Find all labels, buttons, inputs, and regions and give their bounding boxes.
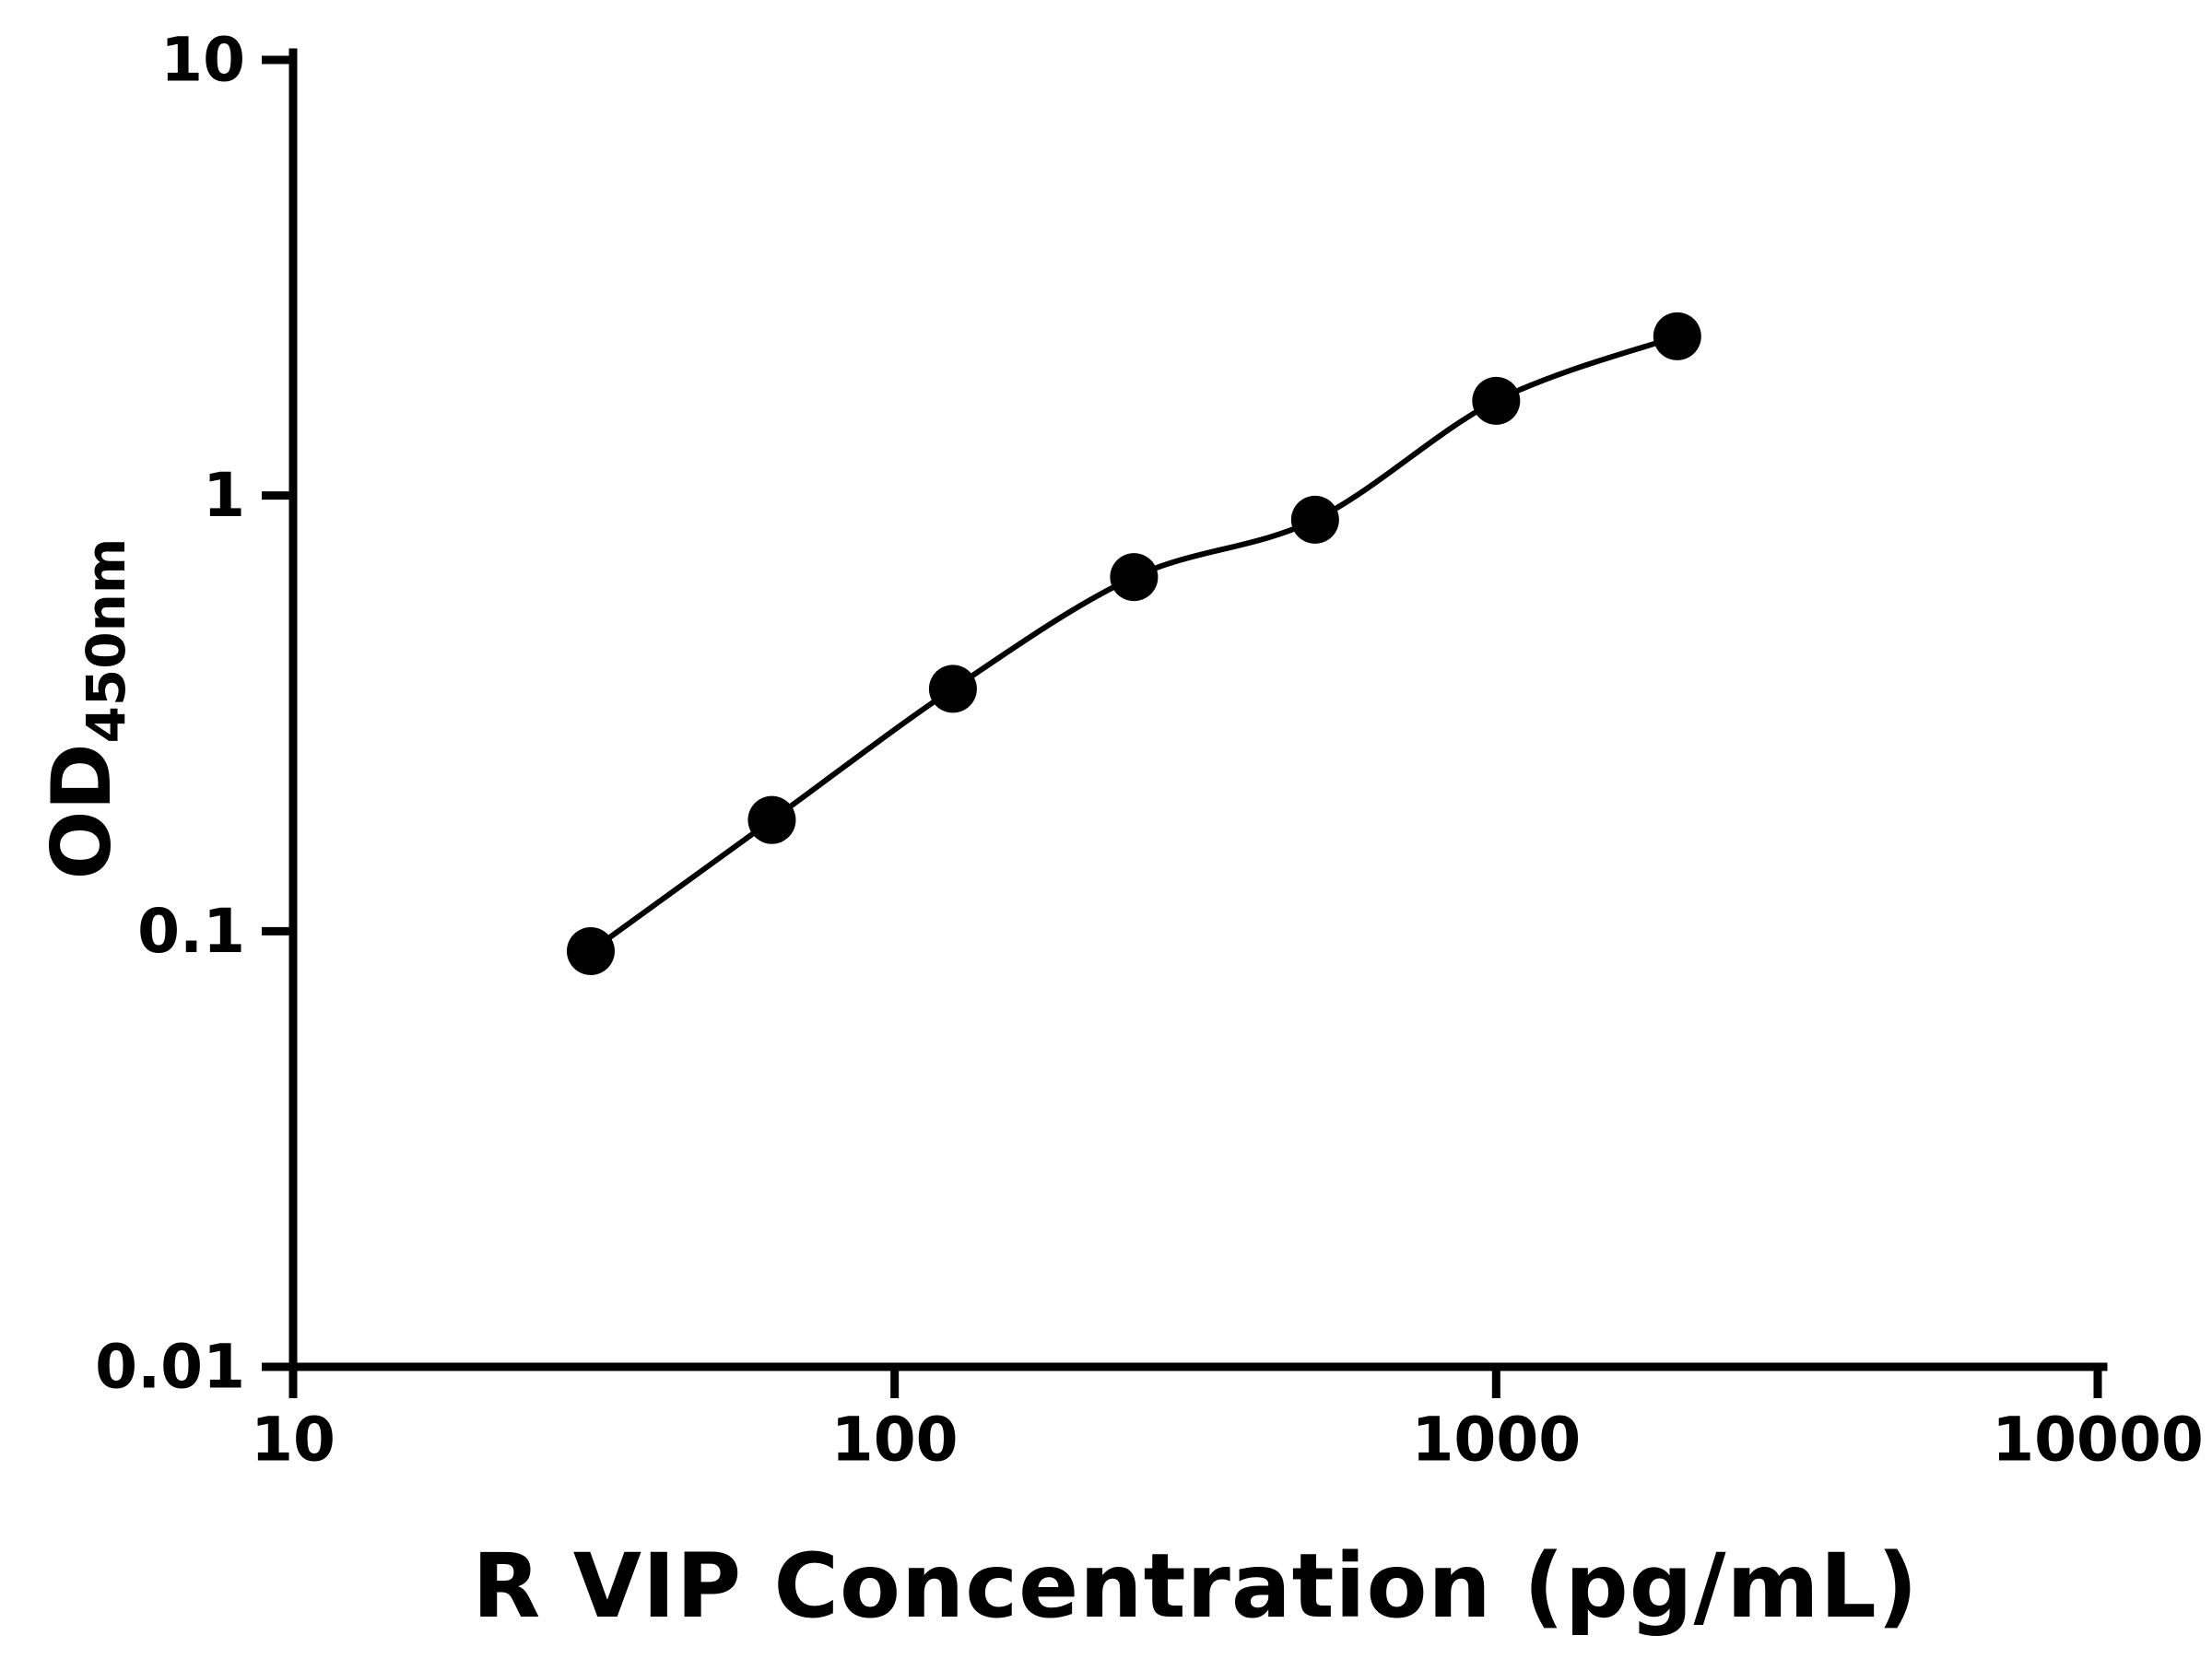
data-point-2000 <box>1653 312 1701 360</box>
x-tick-label-10000: 10000 <box>1992 1405 2204 1476</box>
fit-curve <box>589 334 1678 954</box>
y-axis-title-subscript: 450nm <box>75 537 137 744</box>
y-axis-title: OD450nm <box>34 538 137 880</box>
x-axis-title-text: R VIP Concentration (pg/mL) <box>472 1535 1919 1638</box>
data-point-125 <box>928 665 977 713</box>
y-tick-label-10: 10 <box>160 25 245 96</box>
y-tick-label-0.01: 0.01 <box>95 1332 245 1403</box>
x-tick-label-1000: 1000 <box>1411 1405 1581 1476</box>
y-tick-label-0.1: 0.1 <box>137 896 245 967</box>
x-tick-label-10: 10 <box>251 1405 335 1476</box>
y-axis-title-text: OD <box>34 743 129 880</box>
x-tick-label-100: 100 <box>831 1405 959 1476</box>
x-axis-title: R VIP Concentration (pg/mL) <box>472 1535 1918 1638</box>
data-point-31.25 <box>566 926 615 975</box>
data-point-1000 <box>1472 376 1521 425</box>
data-point-250 <box>1110 553 1159 602</box>
y-tick-label-1: 1 <box>203 460 245 531</box>
data-point-62.5 <box>747 795 796 844</box>
data-point-500 <box>1290 495 1339 544</box>
